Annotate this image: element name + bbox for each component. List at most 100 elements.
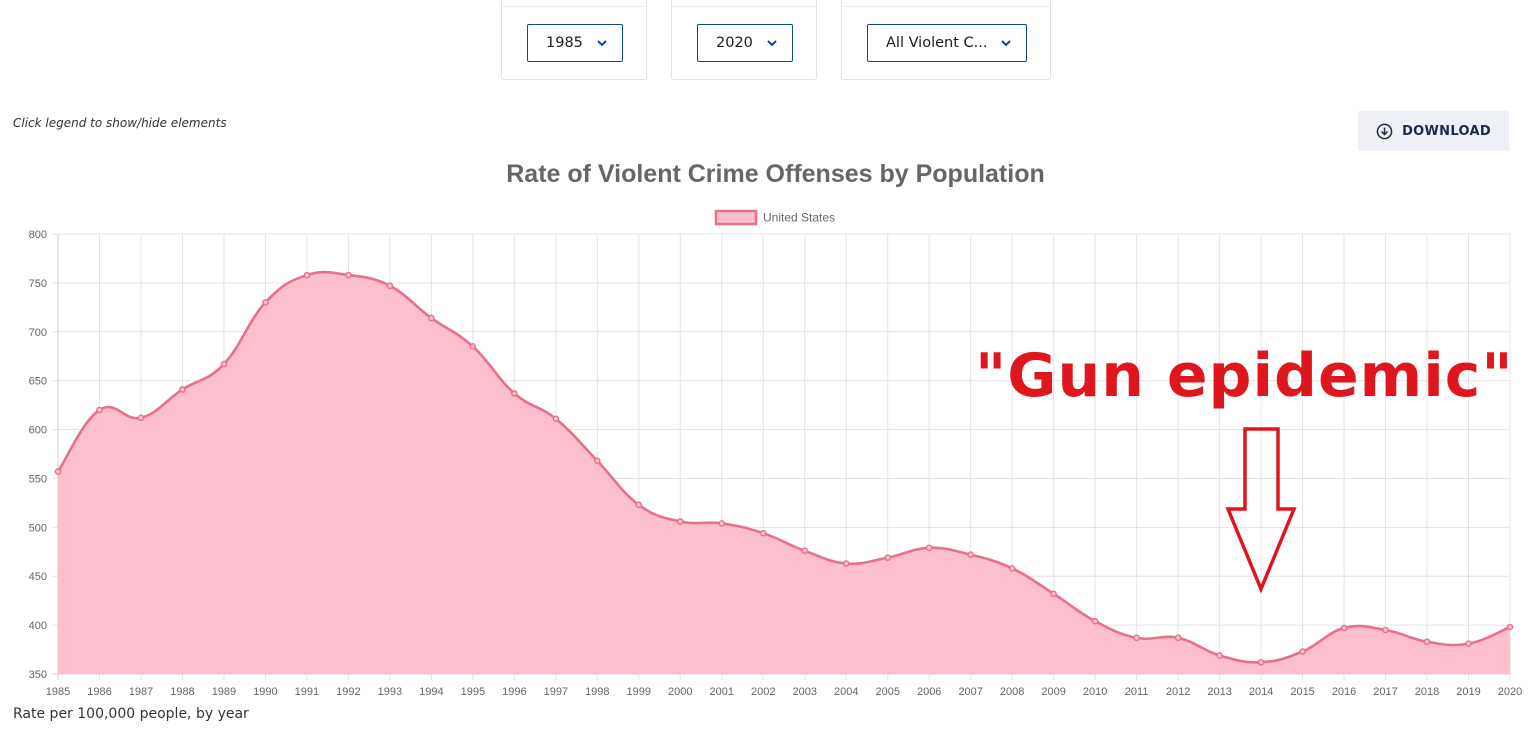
- x-tick-label: 1996: [502, 686, 526, 698]
- end-year-select[interactable]: 2020: [697, 24, 793, 62]
- data-point: [842, 560, 850, 567]
- data-point: [179, 386, 186, 393]
- data-point: [1174, 634, 1182, 642]
- x-tick-label: 1993: [378, 686, 402, 698]
- data-point: [1423, 638, 1431, 646]
- data-point: [1008, 565, 1016, 572]
- data-point: [220, 360, 228, 368]
- x-tick-label: 2017: [1373, 686, 1397, 698]
- x-tick-label: 1987: [129, 686, 153, 698]
- legend-swatch: [714, 209, 758, 226]
- x-tick-labels: 1985 1986 1987 1988 1989 1990 1991 1992 1993 1994…: [46, 686, 1522, 698]
- offense-select[interactable]: All Violent C...: [867, 24, 1027, 62]
- legend-hint: Click legend to show/hide elements: [13, 116, 227, 130]
- data-point: [1340, 624, 1348, 632]
- data-point: [54, 468, 62, 475]
- download-button[interactable]: DOWNLOAD: [1358, 111, 1509, 151]
- x-tick-label: 1989: [212, 686, 236, 698]
- end-year-value: 2020: [716, 35, 753, 51]
- data-point: [884, 554, 892, 561]
- x-tick-label: 2009: [1041, 686, 1065, 698]
- data-point: [1216, 652, 1223, 659]
- data-point: [801, 547, 809, 555]
- x-tick-label: 2018: [1415, 686, 1439, 698]
- data-point: [676, 518, 684, 525]
- x-tick-label: 2006: [917, 686, 941, 698]
- data-point: [594, 457, 601, 465]
- data-point: [1506, 623, 1514, 631]
- down-arrow-icon: [1225, 427, 1297, 594]
- x-tick-label: 2001: [710, 686, 734, 698]
- series-area-fill: [58, 272, 1510, 674]
- x-tick-label: 2004: [834, 686, 858, 698]
- x-tick-label: 2002: [751, 686, 775, 698]
- data-point: [137, 414, 145, 422]
- chevron-down-icon: [767, 40, 777, 47]
- chart-title: Rate of Violent Crime Offenses by Popula…: [506, 160, 1045, 188]
- data-point: [1465, 640, 1472, 647]
- y-tick-label: 750: [29, 278, 47, 290]
- chevron-down-icon: [597, 40, 607, 47]
- data-point: [552, 415, 560, 423]
- start-year-value: 1985: [546, 35, 583, 51]
- x-tick-label: 2000: [668, 686, 692, 698]
- chevron-down-icon: [1001, 40, 1011, 47]
- start-year-select[interactable]: 1985: [527, 24, 623, 62]
- y-tick-labels: 800 750 700 650 600 550 500 450 400 350: [29, 229, 47, 681]
- x-tick-label: 1995: [461, 686, 485, 698]
- x-tick-label: 1985: [46, 686, 70, 698]
- x-tick-label: 1998: [585, 686, 609, 698]
- x-tick-label: 2007: [958, 686, 982, 698]
- data-point: [1299, 648, 1306, 655]
- x-tick-label: 2011: [1125, 686, 1149, 698]
- data-point: [635, 501, 643, 509]
- y-tick-label: 800: [29, 229, 47, 241]
- data-point: [262, 299, 269, 306]
- chart-legend[interactable]: United States: [714, 209, 835, 226]
- data-point: [967, 551, 974, 559]
- offense-value: All Violent C...: [886, 35, 988, 51]
- x-tick-label: 2013: [1207, 686, 1231, 698]
- y-tick-label: 700: [29, 327, 47, 339]
- filter-card-start-year: 1985: [501, 0, 647, 80]
- chart-points: [54, 271, 1514, 666]
- filter-card-end-year: 2020: [671, 0, 817, 80]
- x-tick-label: 2010: [1083, 686, 1107, 698]
- x-tick-label: 2020: [1498, 686, 1522, 698]
- data-point: [1257, 658, 1265, 666]
- x-tick-label: 1986: [87, 686, 111, 698]
- x-tick-label: 1990: [253, 686, 277, 698]
- data-point: [759, 529, 767, 537]
- y-tick-label: 500: [29, 522, 47, 534]
- x-tick-label: 2005: [875, 686, 899, 698]
- y-tick-label: 350: [29, 669, 47, 681]
- x-tick-label: 1999: [627, 686, 651, 698]
- data-point: [469, 343, 477, 350]
- data-point: [511, 390, 518, 397]
- y-tick-label: 400: [29, 620, 47, 632]
- x-tick-label: 1988: [170, 686, 194, 698]
- x-tick-label: 1991: [295, 686, 319, 698]
- x-tick-label: 2014: [1249, 686, 1273, 698]
- data-point: [96, 406, 103, 414]
- chart-area: [56, 270, 1511, 674]
- y-tick-label: 600: [29, 425, 47, 437]
- data-point: [1050, 590, 1057, 598]
- download-label: DOWNLOAD: [1402, 123, 1491, 139]
- y-tick-label: 450: [29, 571, 47, 583]
- y-axis-label: Rate per 100,000 people, by year: [13, 706, 249, 722]
- data-point: [386, 282, 394, 290]
- data-point: [1133, 634, 1140, 642]
- data-point: [428, 314, 435, 322]
- x-tick-label: 2008: [1000, 686, 1024, 698]
- y-tick-label: 650: [29, 376, 47, 388]
- data-point: [345, 271, 352, 279]
- x-tick-label: 2003: [793, 686, 817, 698]
- x-tick-label: 2012: [1166, 686, 1190, 698]
- annotation-text: "Gun epidemic": [975, 341, 1514, 411]
- x-tick-label: 1994: [419, 686, 443, 698]
- y-tick-label: 550: [29, 473, 47, 485]
- data-point: [718, 520, 726, 527]
- x-tick-label: 2016: [1332, 686, 1356, 698]
